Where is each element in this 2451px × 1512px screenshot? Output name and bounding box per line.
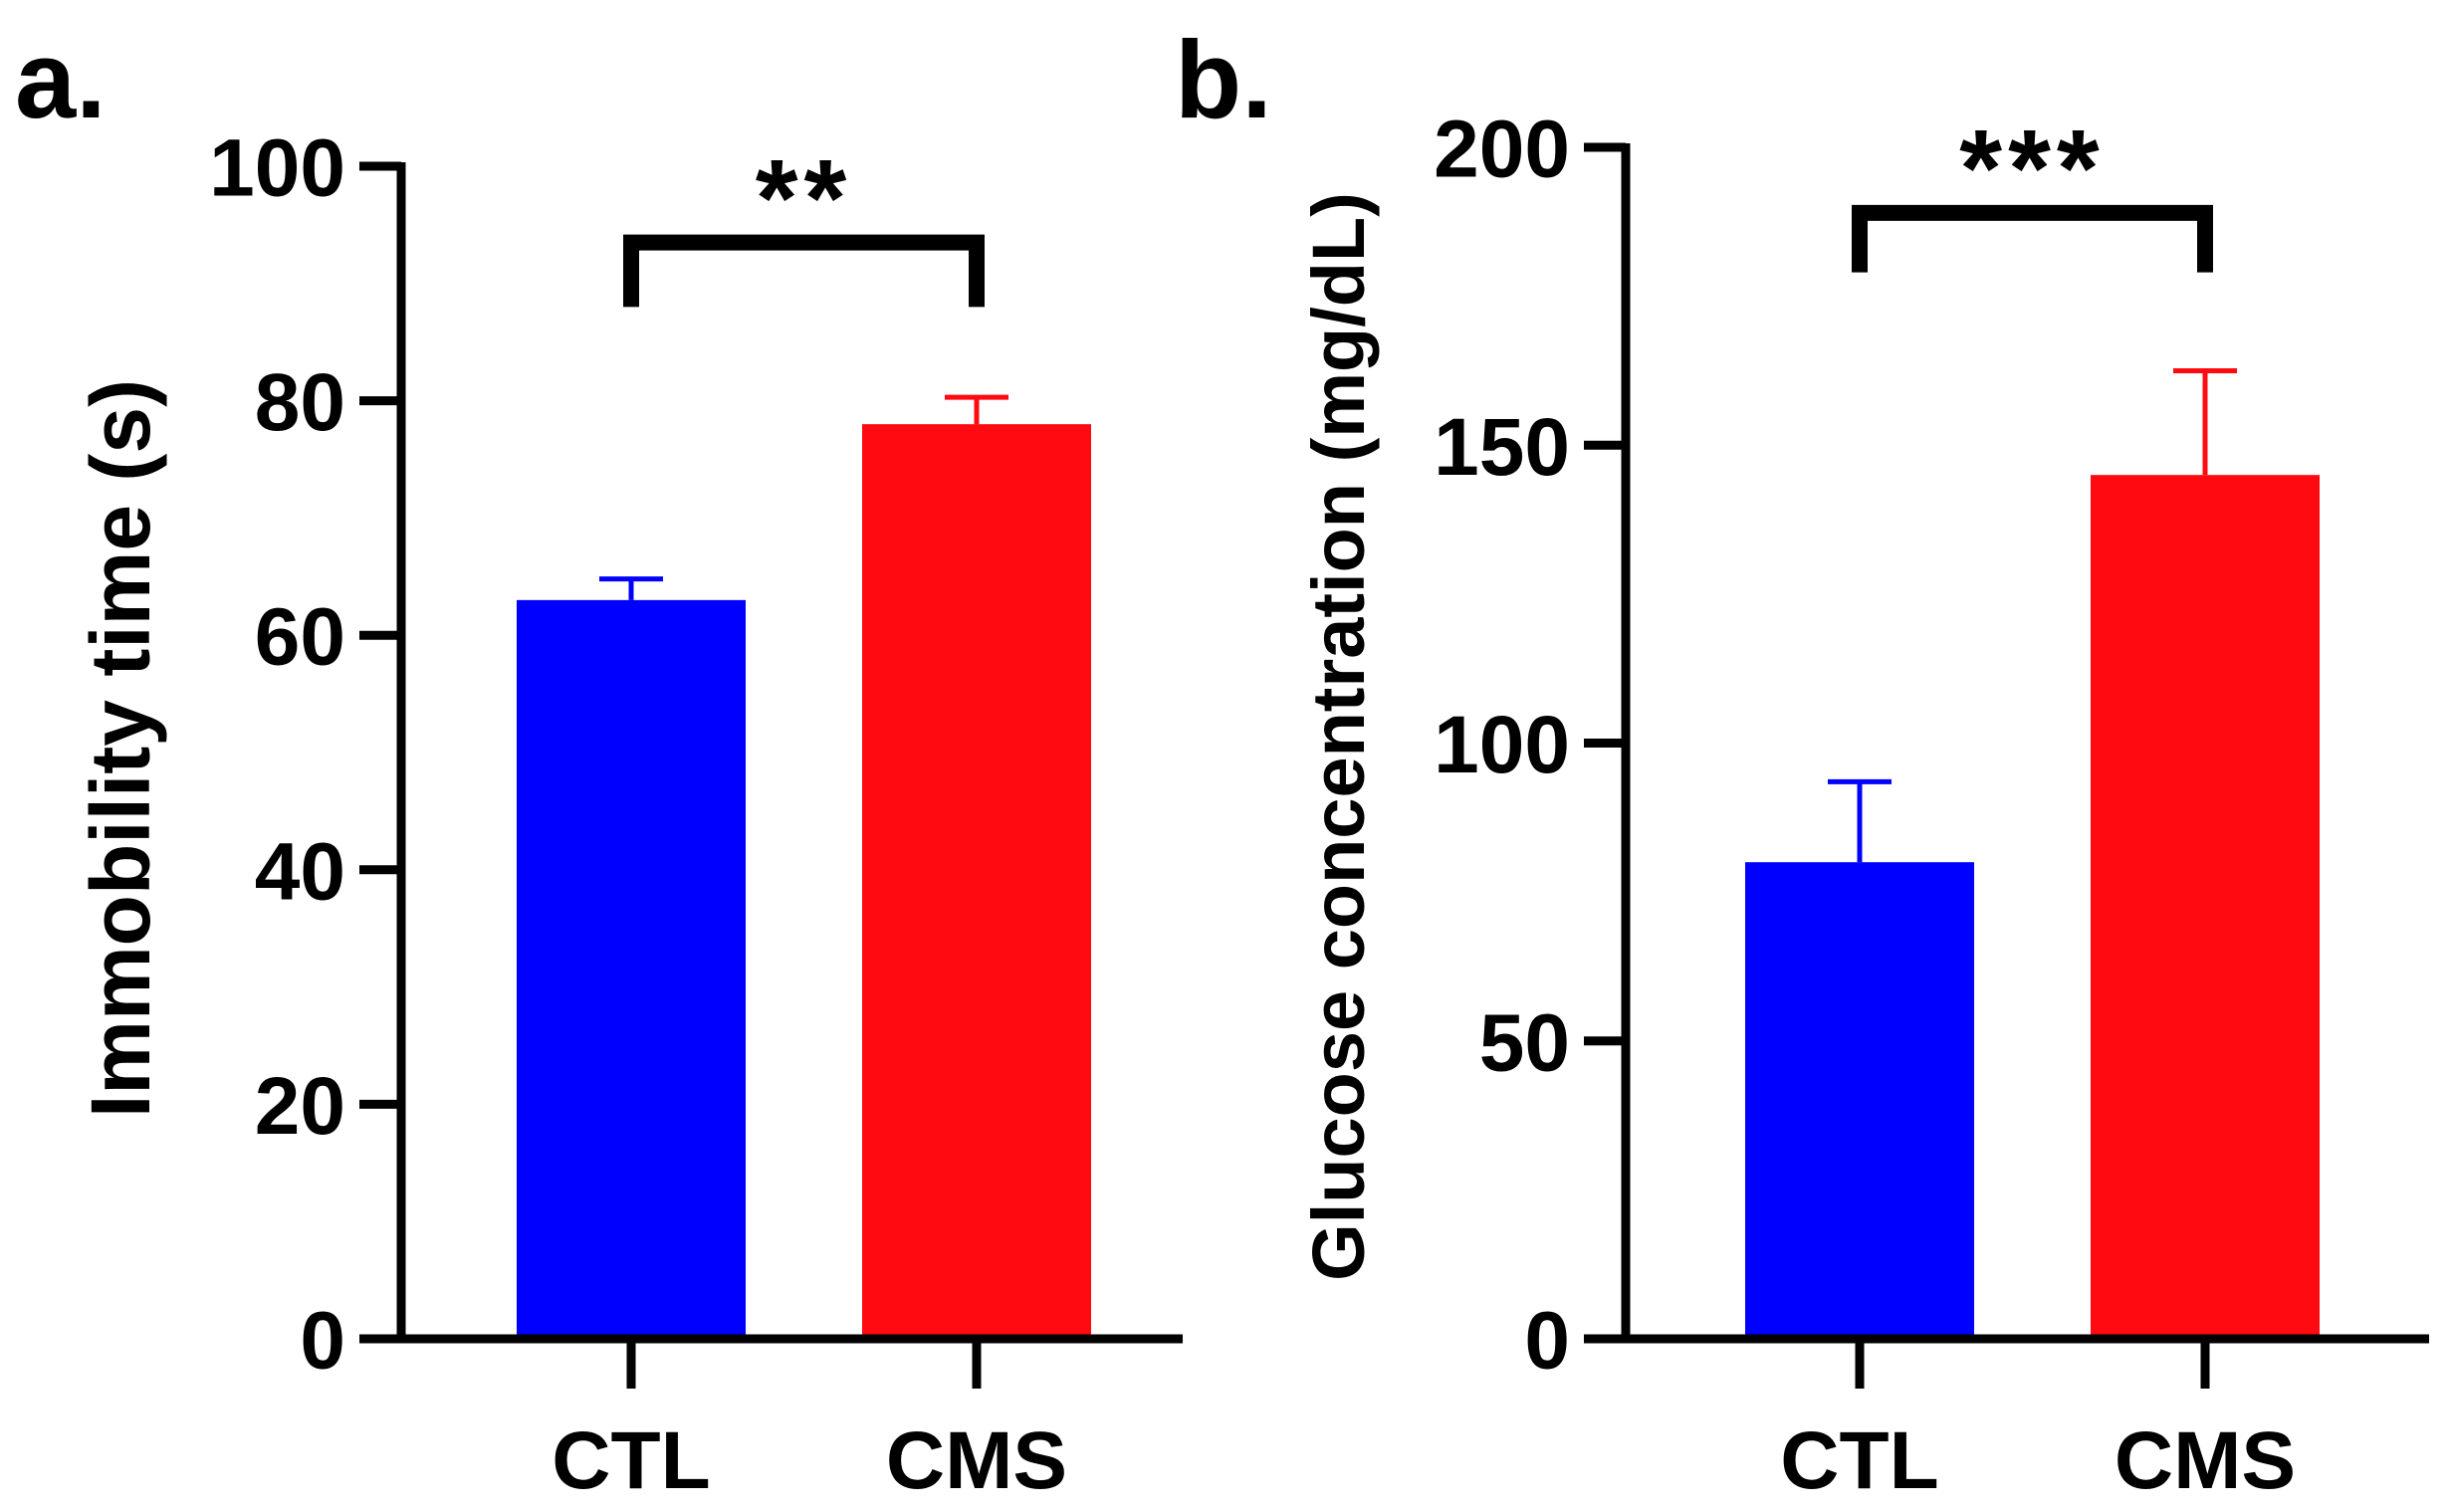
y-tick-label: 50 <box>1479 997 1570 1088</box>
bar-cms <box>2091 475 2320 1339</box>
bar-ctl <box>517 599 746 1339</box>
x-tick-label-ctl: CTL <box>552 1415 710 1506</box>
panel-b-bar-chart: b. Glucose concentration (mg/dL) 0 50 100 1… <box>1175 19 2429 1506</box>
y-tick-label: 150 <box>1434 402 1570 493</box>
x-tick-label-cms: CMS <box>2115 1415 2296 1506</box>
x-tick-label-ctl: CTL <box>1780 1415 1938 1506</box>
y-tick-label: 40 <box>255 826 345 917</box>
bar-cms <box>862 424 1091 1339</box>
y-tick-label: 0 <box>1524 1296 1570 1387</box>
panel-a-y-axis-label: Immobility time (s) <box>74 379 167 1118</box>
y-tick-label: 100 <box>209 123 345 214</box>
significance-bracket <box>1852 204 2213 273</box>
significance-label: ** <box>756 137 853 260</box>
bar-ctl <box>1745 862 1974 1339</box>
significance-bracket <box>623 234 985 308</box>
x-tick-label-cms: CMS <box>886 1415 1067 1506</box>
y-tick-label: 20 <box>255 1061 345 1152</box>
panel-a-label: a. <box>15 19 107 141</box>
y-tick-label: 100 <box>1434 700 1570 790</box>
panel-a-bar-chart: a. Immobility time (s) 0 20 40 60 80 100 CTL CM… <box>15 19 1183 1506</box>
significance-label: *** <box>1959 108 2105 230</box>
panel-b-label: b. <box>1175 19 1272 141</box>
y-tick-label: 0 <box>300 1296 345 1387</box>
panel-b-y-axis-label: Glucose concentration (mg/dL) <box>1297 192 1380 1281</box>
y-tick-label: 80 <box>255 357 345 448</box>
y-tick-label: 60 <box>255 592 345 683</box>
y-tick-label: 200 <box>1434 105 1570 195</box>
